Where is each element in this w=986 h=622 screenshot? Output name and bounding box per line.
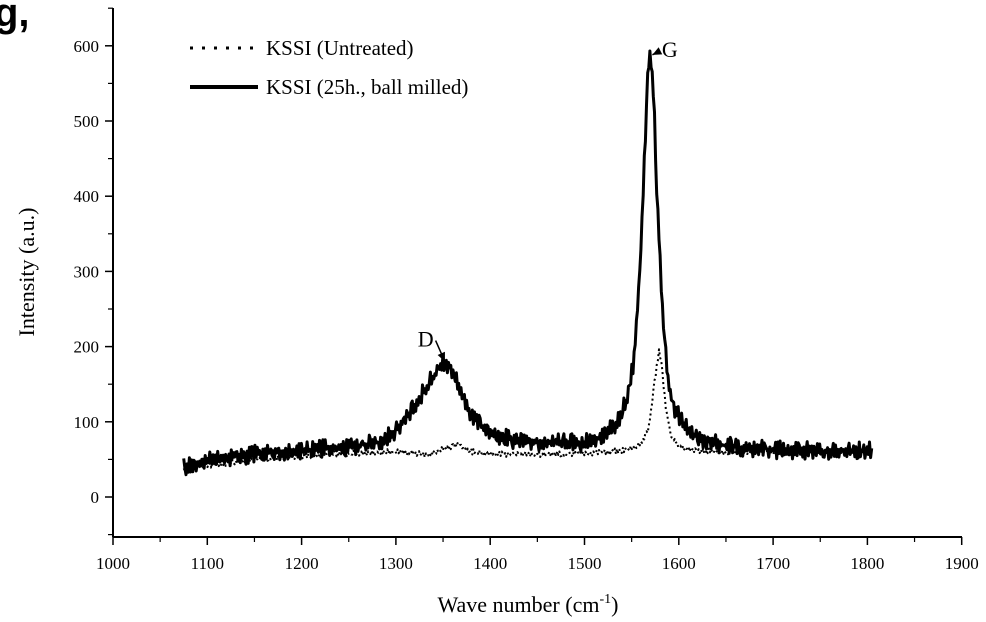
x-tick-label: 1500	[568, 554, 602, 573]
peak-label-d: D	[418, 327, 434, 352]
peak-arrow-head-d	[437, 351, 445, 362]
y-tick-label: 500	[74, 112, 100, 131]
x-tick-label: 1400	[473, 554, 507, 573]
x-tick-label: 1300	[379, 554, 413, 573]
legend-label-1: KSSI (Untreated)	[266, 36, 414, 60]
y-axis-title: Intensity (a.u.)	[14, 208, 39, 337]
corner-text-fragment: g,	[0, 0, 30, 35]
series-layer	[182, 49, 874, 477]
x-tick-label: 1600	[662, 554, 696, 573]
series-ball-milled	[182, 49, 874, 477]
legend: KSSI (Untreated) KSSI (25h., ball milled)	[190, 36, 468, 99]
peak-annotations: DG	[418, 37, 678, 362]
y-tick-label: 200	[74, 338, 100, 357]
peak-label-g: G	[662, 37, 678, 62]
x-tick-label: 1800	[850, 554, 884, 573]
x-tick-label: 1100	[191, 554, 224, 573]
peak-arrow-head-g	[652, 47, 663, 55]
y-tick-label: 0	[91, 488, 100, 507]
y-tick-label: 300	[74, 262, 100, 281]
y-tick-label: 100	[74, 413, 100, 432]
x-tick-label: 1000	[96, 554, 130, 573]
x-tick-label: 1700	[756, 554, 790, 573]
x-axis-ticks: 1000 1100 1200 1300 1400 1500 1600 1700 1800 1900	[96, 537, 979, 573]
x-axis-title: Wave number (cm-1)	[438, 592, 619, 617]
y-tick-label: 600	[74, 37, 100, 56]
y-axis-ticks: 0 100 200 300 400 500 600	[74, 7, 113, 536]
y-tick-label: 400	[74, 187, 100, 206]
x-tick-label: 1200	[285, 554, 319, 573]
legend-label-2: KSSI (25h., ball milled)	[266, 75, 468, 99]
x-tick-label: 1900	[945, 554, 979, 573]
